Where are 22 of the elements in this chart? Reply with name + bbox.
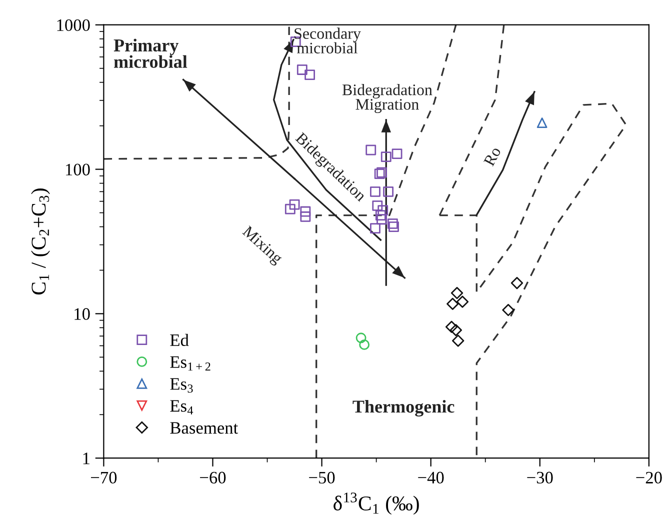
x-tick-label: −50 — [309, 472, 335, 484]
legend-label: Es$_{1+2}$ — [170, 356, 210, 371]
x-tick-label: −60 — [200, 472, 226, 484]
y-axis-title: C$_{1}$ / (C$_{2}$+C$_{3}$) — [31, 188, 50, 294]
x-tick-label: −30 — [527, 472, 553, 484]
x-tick-label: −40 — [418, 472, 444, 484]
legend-label: Ed — [170, 334, 189, 346]
x-axis-title: δ$^{13}$C$_{1}$ (‰) — [334, 492, 419, 515]
annotation: Thermogenic — [352, 400, 454, 417]
y-tick-label: 1 — [83, 452, 90, 464]
legend-label: Es$_{4}$ — [170, 400, 194, 414]
annotation: Bidegradation Migration — [342, 84, 432, 114]
annotation: Ro — [484, 146, 502, 167]
annotation: Primary microbial — [114, 38, 188, 68]
x-tick-label: −20 — [636, 472, 662, 484]
y-tick-label: 1000 — [57, 19, 90, 32]
y-tick-label: 10 — [74, 308, 90, 320]
legend-label: Es$_{3}$ — [170, 378, 193, 393]
annotation: Secondary microbial — [294, 28, 361, 54]
y-tick-label: 100 — [66, 164, 90, 176]
x-tick-label: −70 — [90, 472, 117, 484]
legend-label: Basement — [170, 422, 238, 434]
